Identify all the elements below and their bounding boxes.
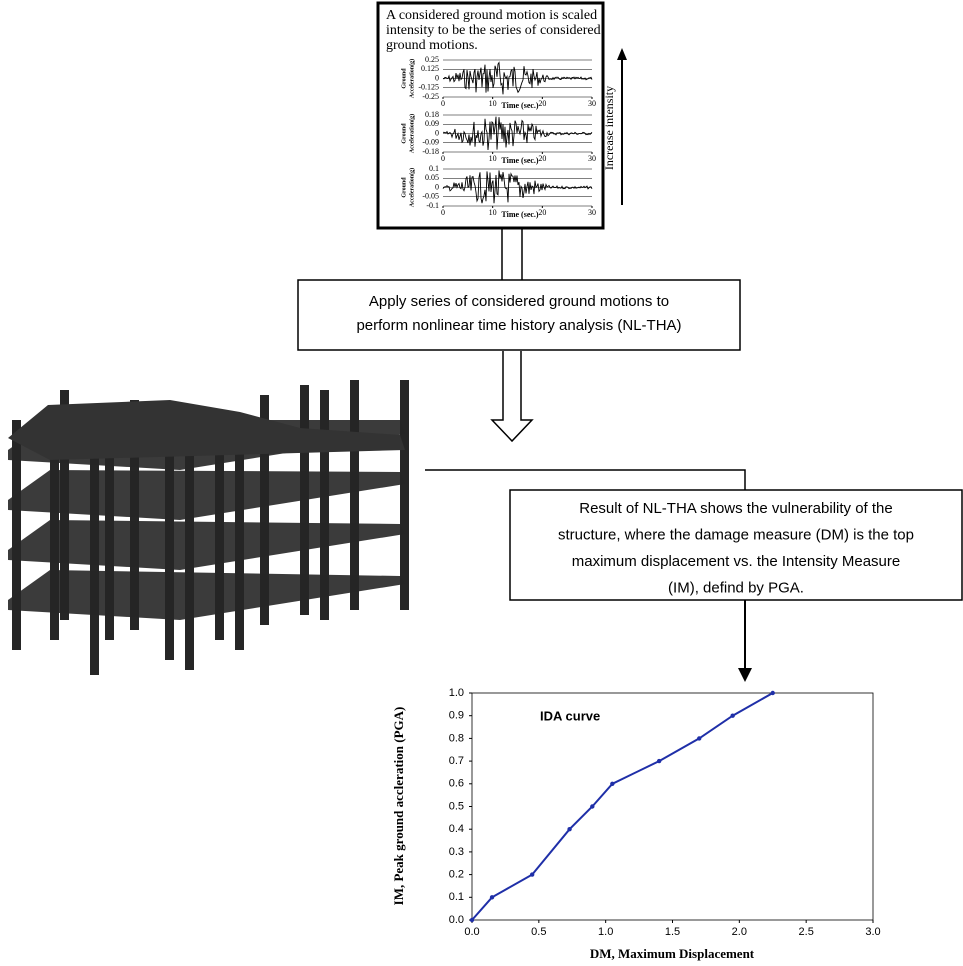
y-tick-label: 0.09: [425, 119, 439, 128]
slab: [8, 520, 405, 570]
y-tick-label: -0.09: [422, 138, 439, 147]
y-tick-label: -0.18: [422, 147, 439, 156]
x-tick-label: 10: [489, 154, 497, 163]
x-tick-label: 20: [538, 154, 546, 163]
y-tick-label: 0.05: [425, 173, 439, 182]
x-axis-label: Time (sec.): [501, 156, 539, 165]
y-axis-label: Ground: [401, 123, 407, 144]
point: [610, 782, 614, 786]
y-tick-label: 0.6: [449, 778, 464, 790]
y-tick-label: 0.0: [449, 914, 464, 926]
y-axis-label: Ground: [401, 177, 407, 198]
point: [470, 918, 474, 922]
x-tick-label: 20: [538, 99, 546, 108]
box-text: intensity to be the series of considered: [386, 23, 601, 38]
x-tick-label: 10: [489, 99, 497, 108]
y-tick-label: 0: [435, 182, 439, 191]
box-text: perform nonlinear time history analysis …: [356, 317, 681, 334]
x-tick-label: 0: [441, 99, 445, 108]
connector: [502, 229, 522, 280]
x-tick-label: 30: [588, 208, 596, 217]
x-tick-label: 20: [538, 208, 546, 217]
x-tick-label: 3.0: [865, 926, 880, 938]
y-tick-label: 0: [435, 128, 439, 137]
arrow-head: [738, 668, 752, 682]
step-box: [298, 280, 740, 350]
x-tick-label: 0.5: [531, 926, 546, 938]
box-text: Apply series of considered ground motion…: [369, 293, 669, 310]
point: [590, 804, 594, 808]
y-tick-label: 0.5: [449, 800, 464, 812]
y-tick-label: 0.1: [449, 891, 464, 903]
x-axis-label: Time (sec.): [501, 210, 539, 219]
slab: [8, 470, 405, 520]
box-text: ground motions.: [386, 38, 478, 53]
arrow-head: [617, 48, 627, 60]
point: [771, 691, 775, 695]
y-tick-label: -0.25: [422, 92, 439, 101]
y-axis-label: IM, Peak ground accleration (PGA): [391, 707, 406, 906]
y-tick-label: -0.125: [418, 83, 439, 92]
point: [730, 714, 734, 718]
x-axis-label: Time (sec.): [501, 101, 539, 110]
arrow-label: Increase intensity: [602, 86, 616, 170]
y-tick-label: -0.05: [422, 192, 439, 201]
x-tick-label: 2.0: [732, 926, 747, 938]
x-tick-label: 0.0: [464, 926, 479, 938]
plot-frame: [472, 693, 873, 920]
x-tick-label: 2.5: [799, 926, 814, 938]
point: [697, 736, 701, 740]
hollow-arrow: [492, 351, 532, 441]
box-text: Result of NL-THA shows the vulnerability…: [579, 500, 892, 517]
x-tick-label: 30: [588, 99, 596, 108]
box-text: A considered ground motion is scaled: [386, 8, 597, 23]
x-tick-label: 0: [441, 208, 445, 217]
connector: [425, 470, 745, 490]
y-axis-label: Acceleration(g): [408, 114, 415, 153]
y-tick-label: 0: [435, 73, 439, 82]
point: [530, 872, 534, 876]
point: [567, 827, 571, 831]
box-text: structure, where the damage measure (DM)…: [558, 526, 914, 543]
x-tick-label: 1.0: [598, 926, 613, 938]
y-tick-label: 0.125: [421, 64, 439, 73]
x-axis-label: DM, Maximum Displacement: [590, 946, 755, 961]
x-tick-label: 1.5: [665, 926, 680, 938]
building-model: [8, 380, 409, 675]
column: [400, 380, 409, 610]
y-tick-label: 0.2: [449, 869, 464, 881]
box-text: (IM), defind by PGA.: [668, 579, 804, 596]
y-tick-label: -0.1: [426, 201, 439, 210]
y-tick-label: 1.0: [449, 687, 464, 699]
y-tick-label: 0.4: [449, 823, 464, 835]
point: [490, 895, 494, 899]
y-axis-label: Acceleration(g): [408, 168, 415, 207]
y-tick-label: 0.25: [425, 55, 439, 64]
y-axis-label: Acceleration(g): [408, 59, 415, 98]
y-tick-label: 0.1: [429, 164, 439, 173]
diagram: Increase intensity IM, Peak ground accle…: [0, 0, 963, 966]
slab: [8, 570, 405, 620]
x-tick-label: 10: [489, 208, 497, 217]
y-tick-label: 0.9: [449, 710, 464, 722]
x-tick-label: 30: [588, 154, 596, 163]
y-tick-label: 0.3: [449, 846, 464, 858]
y-axis-label: Ground: [401, 68, 407, 89]
box-text: maximum displacement vs. the Intensity M…: [572, 553, 900, 570]
y-tick-label: 0.7: [449, 755, 464, 767]
y-tick-label: 0.8: [449, 732, 464, 744]
x-tick-label: 0: [441, 154, 445, 163]
ida-line: [472, 693, 773, 920]
annotation: IDA curve: [540, 708, 600, 723]
point: [657, 759, 661, 763]
y-tick-label: 0.18: [425, 110, 439, 119]
